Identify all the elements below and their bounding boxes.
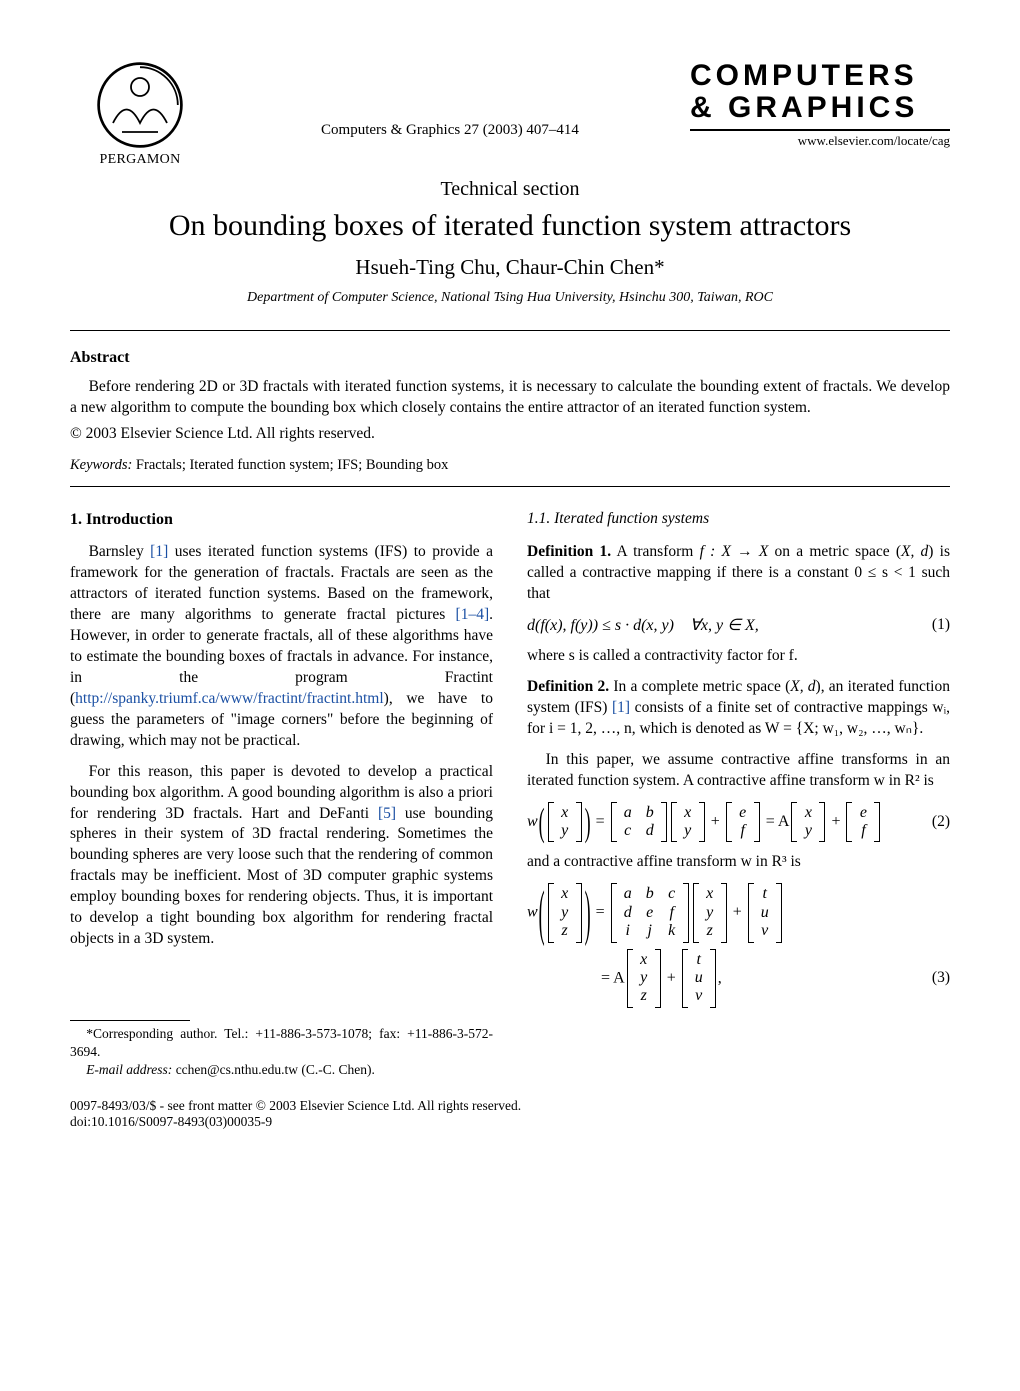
eq2-number: (2) xyxy=(910,812,950,833)
eq2-body: w(xy) = abcdxy + ef = Axy + ef xyxy=(527,802,910,843)
journal-block: COMPUTERS & GRAPHICS www.elsevier.com/lo… xyxy=(690,60,950,149)
keywords-text: Fractals; Iterated function system; IFS;… xyxy=(132,457,448,473)
definition-1: Definition 1. A transform f : X → X on a… xyxy=(527,542,950,605)
def2-xd: X, d xyxy=(790,678,815,695)
heading-ifs: 1.1. Iterated function systems xyxy=(527,509,950,530)
paper-title: On bounding boxes of iterated function s… xyxy=(70,209,950,243)
def1-xd: X, d xyxy=(901,543,928,560)
journal-url: www.elsevier.com/locate/cag xyxy=(690,133,950,149)
intro-p1-a: Barnsley xyxy=(89,543,151,560)
page: PERGAMON Computers & Graphics 27 (2003) … xyxy=(0,0,1020,1170)
rule-top xyxy=(70,330,950,331)
abstract-heading: Abstract xyxy=(70,349,950,367)
journal-rule xyxy=(690,129,950,131)
eq3-line2: = Axyz + tuv, xyxy=(527,949,910,1008)
journal-title-line1: COMPUTERS xyxy=(690,59,918,92)
email-footnote: E-mail address: cchen@cs.nthu.edu.tw (C.… xyxy=(70,1061,493,1079)
ref-link-1b[interactable]: [1] xyxy=(612,699,630,716)
journal-title-line2: & GRAPHICS xyxy=(690,91,918,124)
email-value: cchen@cs.nthu.edu.tw (C.-C. Chen). xyxy=(172,1062,375,1077)
after-eq2: and a contractive affine transform w in … xyxy=(527,852,950,873)
abstract-copyright: © 2003 Elsevier Science Ltd. All rights … xyxy=(70,425,950,443)
eq3-line1: w(xyz) = abc def ijk xyz + tuv xyxy=(527,883,950,942)
def1-a: A transform xyxy=(611,543,699,560)
footnote-separator xyxy=(70,1020,190,1021)
authors: Hsueh-Ting Chu, Chaur-Chin Chen* xyxy=(70,255,950,280)
footer-line2: doi:10.1016/S0097-8493(03)00035-9 xyxy=(70,1114,950,1130)
right-column: 1.1. Iterated function systems Definitio… xyxy=(527,509,950,1080)
body-columns: 1. Introduction Barnsley [1] uses iterat… xyxy=(70,509,950,1080)
heading-introduction: 1. Introduction xyxy=(70,509,493,531)
definition-2: Definition 2. In a complete metric space… xyxy=(527,677,950,740)
publisher-logo-icon xyxy=(95,60,185,150)
journal-title: COMPUTERS & GRAPHICS xyxy=(690,60,950,123)
ref-link-1[interactable]: [1] xyxy=(150,543,168,560)
publisher-block: PERGAMON xyxy=(70,60,210,168)
keywords: Keywords: Fractals; Iterated function sy… xyxy=(70,457,950,474)
def2-label: Definition 2. xyxy=(527,678,609,695)
footer: 0097-8493/03/$ - see front matter © 2003… xyxy=(70,1098,950,1130)
header: PERGAMON Computers & Graphics 27 (2003) … xyxy=(70,60,950,168)
publisher-name: PERGAMON xyxy=(100,152,181,168)
def2-a: In a complete metric space ( xyxy=(609,678,790,695)
fractint-url-link[interactable]: http://spanky.triumf.ca/www/fractint/fra… xyxy=(75,690,384,707)
ref-link-1-4[interactable]: [1–4] xyxy=(456,606,490,623)
email-label: E-mail address: xyxy=(86,1062,172,1077)
affiliation: Department of Computer Science, National… xyxy=(70,290,950,306)
equation-2: w(xy) = abcdxy + ef = Axy + ef (2) xyxy=(527,802,950,843)
equation-1: d(f(x), f(y)) ≤ s · d(x, y) ∀x, y ∈ X, (… xyxy=(527,615,950,637)
corresponding-author: *Corresponding author. Tel.: +11-886-3-5… xyxy=(70,1025,493,1061)
equation-3: w(xyz) = abc def ijk xyz + tuv = Axyz xyxy=(527,883,950,1007)
eq3-number: (3) xyxy=(910,968,950,989)
intro-para-1: Barnsley [1] uses iterated function syst… xyxy=(70,542,493,751)
ref-link-5[interactable]: [5] xyxy=(378,805,396,822)
section-label: Technical section xyxy=(70,178,950,201)
intro-p2-b: use bounding spheres in their system of … xyxy=(70,805,493,948)
intro-para-2: For this reason, this paper is devoted t… xyxy=(70,762,493,950)
rule-bottom xyxy=(70,486,950,487)
def1-map: f : X → X xyxy=(700,543,769,560)
after-eq1: where s is called a contractivity factor… xyxy=(527,646,950,667)
abstract-text: Before rendering 2D or 3D fractals with … xyxy=(70,377,950,419)
para-affine: In this paper, we assume contractive aff… xyxy=(527,750,950,792)
eq1-number: (1) xyxy=(910,615,950,636)
citation: Computers & Graphics 27 (2003) 407–414 xyxy=(210,60,690,139)
left-column: 1. Introduction Barnsley [1] uses iterat… xyxy=(70,509,493,1080)
def1-label: Definition 1. xyxy=(527,543,611,560)
def1-b: on a metric space ( xyxy=(768,543,901,560)
keywords-label: Keywords: xyxy=(70,457,132,473)
eq1-body: d(f(x), f(y)) ≤ s · d(x, y) ∀x, y ∈ X, xyxy=(527,615,910,637)
footer-line1: 0097-8493/03/$ - see front matter © 2003… xyxy=(70,1098,950,1114)
